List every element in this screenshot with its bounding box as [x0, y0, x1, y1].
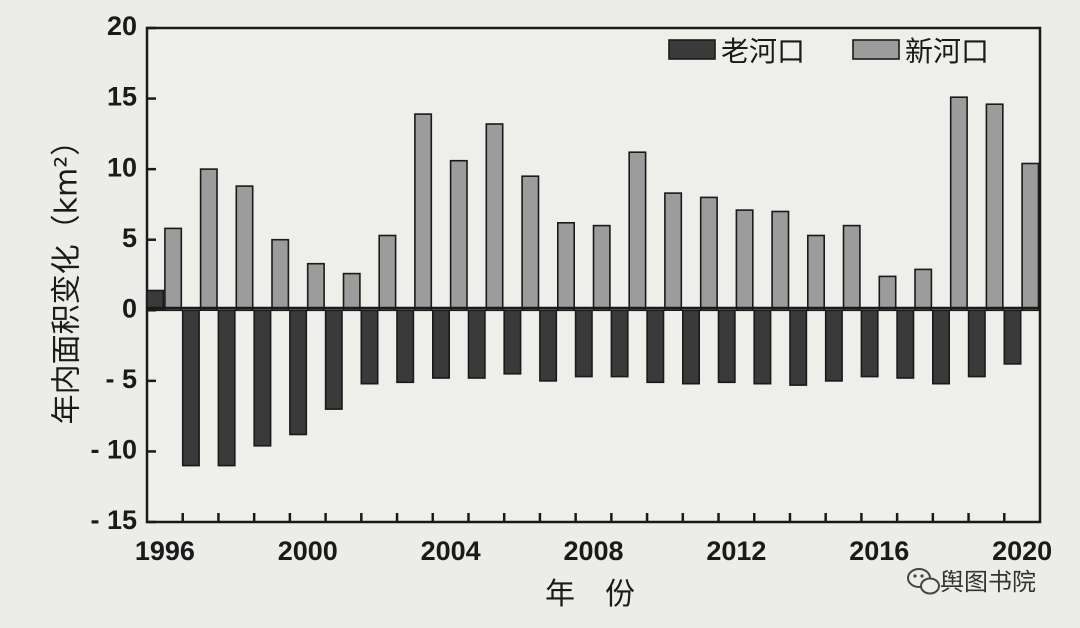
- x-tick-label: 2004: [421, 536, 481, 566]
- bar-xinhekou-2017: [914, 268, 933, 312]
- bar-xinhekou-1996: [164, 227, 183, 312]
- bar-laohekou-2019: [967, 309, 986, 378]
- x-tick-label: 2016: [849, 536, 909, 566]
- bar-xinhekou-2001: [342, 272, 361, 312]
- bar-laohekou-2015: [824, 309, 843, 382]
- bar-xinhekou-2002: [378, 234, 397, 312]
- bar-laohekou-2006: [503, 309, 522, 375]
- bar-xinhekou-2007: [556, 222, 575, 312]
- wechat-icon: [907, 568, 940, 595]
- bar-xinhekou-2012: [735, 209, 754, 312]
- bar-laohekou-2002: [360, 309, 379, 385]
- bar-laohekou-2013: [753, 309, 772, 385]
- bar-laohekou-2014: [789, 309, 808, 386]
- bar-xinhekou-2020: [1021, 162, 1040, 312]
- y-tick-label: - 5: [105, 364, 137, 394]
- bar-xinhekou-1998: [235, 185, 254, 312]
- x-tick-label: 2012: [706, 536, 766, 566]
- bar-xinhekou-2003: [414, 113, 433, 312]
- y-axis-title: 年内面积变化（km²）: [50, 126, 85, 425]
- bar-xinhekou-2004: [449, 159, 468, 312]
- bar-laohekou-2009: [610, 309, 629, 378]
- y-tick-label: 15: [107, 82, 137, 112]
- bar-laohekou-2012: [717, 309, 736, 384]
- legend-swatch: [668, 39, 716, 60]
- bar-laohekou-2016: [860, 309, 879, 378]
- legend-label: 老河口: [721, 35, 805, 68]
- bar-xinhekou-2009: [628, 151, 647, 312]
- bar-laohekou-1999: [253, 309, 272, 447]
- watermark: 舆图书院: [907, 568, 1036, 596]
- y-tick-label: - 15: [90, 505, 137, 535]
- bar-xinhekou-2014: [806, 234, 825, 312]
- x-axis-ticks: 1996 2000 2004 2008 2012 2016 2020: [135, 513, 1052, 566]
- bar-laohekou-2018: [931, 309, 950, 385]
- x-axis-title: 年 份: [545, 577, 635, 612]
- legend: 老河口 新河口: [668, 35, 989, 68]
- y-axis-ticks: 20 15 10 5 0 - 5 - 10 - 15: [90, 11, 156, 535]
- bar-laohekou-2004: [431, 309, 450, 379]
- y-tick-label: 10: [107, 152, 137, 182]
- bar-xinhekou-2018: [949, 96, 968, 312]
- x-tick-label: 1996: [135, 536, 195, 566]
- bar-xinhekou-2008: [592, 224, 611, 312]
- bar-xinhekou-2000: [306, 262, 325, 312]
- bar-xinhekou-2010: [664, 192, 683, 312]
- bar-laohekou-2001: [324, 309, 343, 410]
- y-tick-label: 5: [122, 223, 137, 253]
- legend-label: 新河口: [905, 35, 989, 68]
- bar-laohekou-1997: [181, 309, 200, 467]
- x-tick-label: 2020: [992, 536, 1052, 566]
- bars-group: [146, 96, 1040, 467]
- y-tick-label: 0: [122, 293, 137, 323]
- bar-laohekou-2017: [896, 309, 915, 379]
- bar-xinhekou-2011: [699, 196, 718, 312]
- y-tick-label: - 10: [90, 435, 137, 465]
- bar-laohekou-2010: [646, 309, 665, 384]
- bar-xinhekou-2015: [842, 224, 861, 312]
- bar-xinhekou-2019: [985, 103, 1004, 312]
- y-tick-label: 20: [107, 11, 137, 41]
- watermark-text: 舆图书院: [940, 568, 1036, 596]
- bar-xinhekou-2006: [521, 175, 540, 312]
- bar-laohekou-2020: [1003, 309, 1022, 365]
- bar-xinhekou-2005: [485, 123, 504, 312]
- bar-laohekou-2008: [574, 309, 593, 378]
- bar-xinhekou-1999: [271, 238, 290, 312]
- x-tick-label: 2000: [278, 536, 338, 566]
- legend-swatch: [852, 39, 900, 60]
- bar-xinhekou-1997: [199, 168, 218, 312]
- x-tick-label: 2008: [563, 536, 623, 566]
- bar-xinhekou-2016: [878, 275, 897, 312]
- bar-laohekou-2011: [681, 309, 700, 385]
- bar-laohekou-2005: [467, 309, 486, 379]
- bar-laohekou-2003: [396, 309, 415, 384]
- bar-laohekou-2007: [539, 309, 558, 382]
- bar-laohekou-2000: [289, 309, 308, 436]
- bar-xinhekou-2013: [771, 210, 790, 312]
- bar-laohekou-1998: [217, 309, 236, 467]
